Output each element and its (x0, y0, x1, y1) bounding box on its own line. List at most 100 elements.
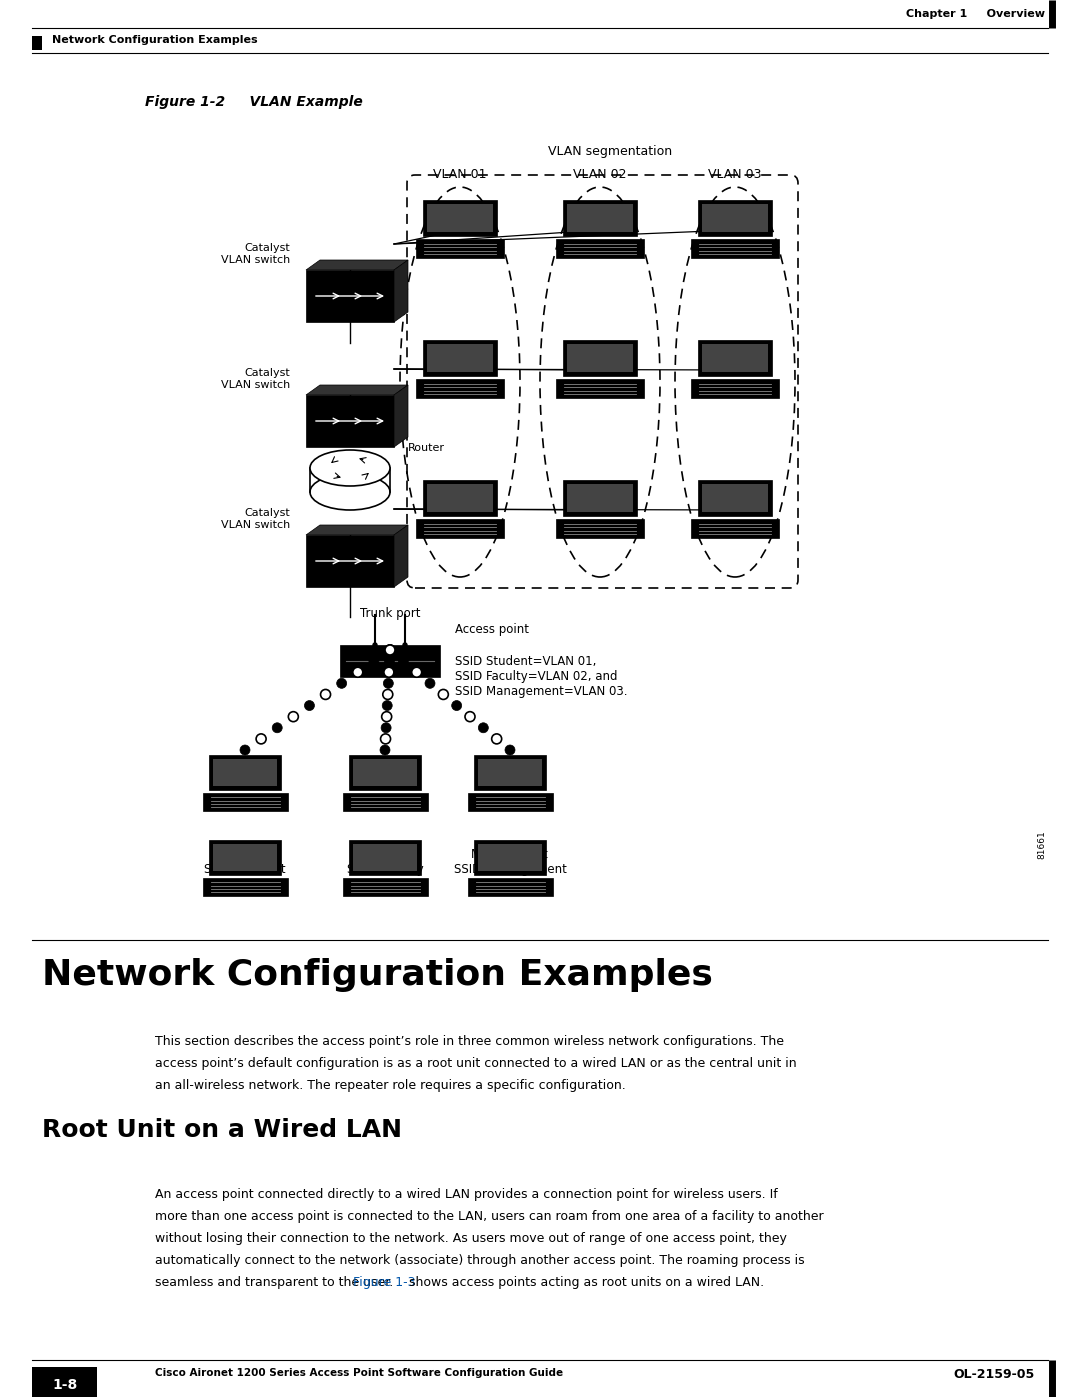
FancyBboxPatch shape (556, 239, 644, 257)
FancyBboxPatch shape (353, 759, 417, 785)
FancyBboxPatch shape (556, 379, 644, 398)
FancyBboxPatch shape (342, 877, 428, 895)
Ellipse shape (310, 474, 390, 510)
FancyBboxPatch shape (698, 200, 772, 236)
Polygon shape (306, 260, 408, 270)
Circle shape (373, 643, 377, 647)
FancyBboxPatch shape (563, 200, 637, 236)
Text: Students
SSID: Student: Students SSID: Student (204, 848, 286, 876)
FancyBboxPatch shape (340, 645, 440, 678)
FancyBboxPatch shape (474, 840, 546, 875)
Circle shape (381, 711, 392, 722)
Text: Management
SSID: Management: Management SSID: Management (454, 848, 566, 876)
FancyBboxPatch shape (213, 844, 278, 870)
Text: VLAN 01: VLAN 01 (433, 168, 487, 182)
FancyBboxPatch shape (342, 793, 428, 810)
Text: Catalyst
VLAN switch: Catalyst VLAN switch (220, 369, 291, 390)
FancyBboxPatch shape (203, 877, 287, 895)
Polygon shape (394, 386, 408, 447)
FancyBboxPatch shape (353, 844, 417, 870)
Circle shape (240, 745, 249, 754)
Text: Figure 1-3: Figure 1-3 (352, 1275, 415, 1289)
Circle shape (382, 690, 393, 700)
Text: VLAN 03: VLAN 03 (708, 168, 761, 182)
Text: Router: Router (408, 443, 445, 453)
FancyBboxPatch shape (691, 520, 779, 538)
Polygon shape (306, 525, 408, 535)
FancyBboxPatch shape (702, 483, 768, 511)
Text: an all-wireless network. The repeater role requires a specific configuration.: an all-wireless network. The repeater ro… (156, 1078, 625, 1092)
Text: without losing their connection to the network. As users move out of range of on: without losing their connection to the n… (156, 1232, 787, 1245)
Text: Access point: Access point (455, 623, 529, 636)
Text: 1-8: 1-8 (52, 1377, 78, 1391)
FancyBboxPatch shape (474, 754, 546, 789)
Circle shape (505, 745, 515, 754)
Circle shape (411, 668, 421, 678)
Text: Figure 1-2     VLAN Example: Figure 1-2 VLAN Example (145, 95, 363, 109)
Text: SSID Student=VLAN 01,
SSID Faculty=VLAN 02, and
SSID Management=VLAN 03.: SSID Student=VLAN 01, SSID Faculty=VLAN … (455, 655, 627, 698)
Circle shape (384, 657, 394, 666)
Text: seamless and transparent to the user.: seamless and transparent to the user. (156, 1275, 397, 1289)
Circle shape (491, 733, 502, 743)
Text: access point’s default configuration is as a root unit connected to a wired LAN : access point’s default configuration is … (156, 1058, 797, 1070)
Circle shape (380, 733, 391, 743)
Text: 81661: 81661 (1038, 831, 1047, 859)
Circle shape (369, 657, 379, 666)
Circle shape (384, 645, 395, 655)
FancyBboxPatch shape (208, 840, 281, 875)
Circle shape (383, 679, 393, 689)
FancyBboxPatch shape (427, 204, 494, 232)
Circle shape (384, 645, 395, 655)
Circle shape (321, 690, 330, 700)
FancyBboxPatch shape (306, 535, 394, 587)
Circle shape (403, 643, 407, 647)
Circle shape (380, 745, 390, 754)
Text: OL-2159-05: OL-2159-05 (954, 1368, 1035, 1382)
Circle shape (353, 668, 363, 678)
Text: An access point connected directly to a wired LAN provides a connection point fo: An access point connected directly to a … (156, 1187, 778, 1201)
FancyBboxPatch shape (213, 759, 278, 785)
FancyBboxPatch shape (477, 759, 542, 785)
FancyBboxPatch shape (422, 481, 498, 515)
FancyBboxPatch shape (306, 270, 394, 321)
Circle shape (383, 668, 394, 678)
Circle shape (272, 722, 282, 733)
FancyBboxPatch shape (32, 36, 42, 50)
Circle shape (337, 679, 347, 689)
Circle shape (384, 645, 395, 655)
Ellipse shape (310, 450, 390, 486)
FancyBboxPatch shape (306, 395, 394, 447)
Circle shape (426, 679, 435, 689)
FancyBboxPatch shape (698, 339, 772, 376)
FancyBboxPatch shape (691, 239, 779, 257)
FancyBboxPatch shape (32, 1368, 97, 1397)
Text: more than one access point is connected to the LAN, users can roam from one area: more than one access point is connected … (156, 1210, 824, 1222)
FancyBboxPatch shape (702, 204, 768, 232)
Text: Network Configuration Examples: Network Configuration Examples (42, 958, 713, 992)
Circle shape (399, 657, 408, 666)
FancyBboxPatch shape (702, 344, 768, 372)
Text: Catalyst
VLAN switch: Catalyst VLAN switch (220, 509, 291, 529)
Text: Catalyst
VLAN switch: Catalyst VLAN switch (220, 243, 291, 265)
Text: Trunk port: Trunk port (360, 608, 420, 620)
Circle shape (382, 700, 392, 711)
FancyBboxPatch shape (416, 379, 504, 398)
FancyBboxPatch shape (563, 339, 637, 376)
FancyBboxPatch shape (567, 204, 633, 232)
FancyBboxPatch shape (203, 793, 287, 810)
Text: Root Unit on a Wired LAN: Root Unit on a Wired LAN (42, 1118, 402, 1141)
FancyBboxPatch shape (567, 483, 633, 511)
Circle shape (305, 700, 314, 711)
FancyBboxPatch shape (422, 200, 498, 236)
Text: VLAN segmentation: VLAN segmentation (548, 145, 672, 158)
Circle shape (478, 722, 488, 733)
Text: Network Configuration Examples: Network Configuration Examples (52, 35, 258, 45)
Circle shape (256, 733, 266, 743)
Polygon shape (394, 260, 408, 321)
FancyBboxPatch shape (416, 239, 504, 257)
Circle shape (465, 711, 475, 722)
FancyBboxPatch shape (468, 877, 553, 895)
Circle shape (438, 690, 448, 700)
Text: automatically connect to the network (associate) through another access point. T: automatically connect to the network (as… (156, 1255, 805, 1267)
FancyBboxPatch shape (416, 520, 504, 538)
